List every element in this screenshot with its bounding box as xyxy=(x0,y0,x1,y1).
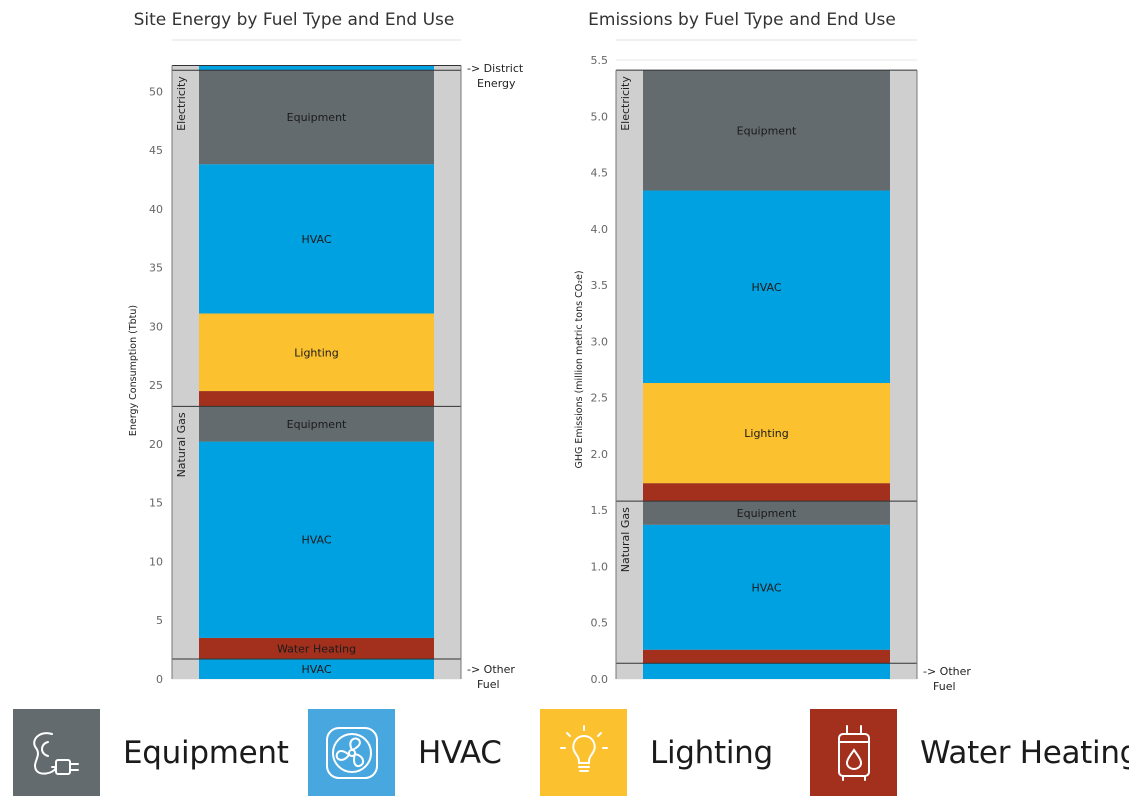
chart2-fuel-label: Electricity xyxy=(619,76,632,131)
chart1-bar-segment xyxy=(199,406,434,442)
chart1-bar-segment xyxy=(199,659,434,679)
chart2-title: Emissions by Fuel Type and End Use xyxy=(588,10,896,30)
legend-item-water-heating: Water Heating xyxy=(810,709,1129,796)
chart1-y-tick-label: 30 xyxy=(149,320,163,333)
legend-swatch-hvac xyxy=(308,709,395,796)
chart2-y-tick-label: 2.0 xyxy=(591,448,609,461)
chart1-bar-segment xyxy=(199,164,434,314)
legend-item-hvac: HVAC xyxy=(308,709,502,796)
chart1-y-axis-label: Energy Consumption (Tbtu) xyxy=(128,305,139,436)
chart2-segment-label: Lighting xyxy=(744,427,788,440)
water-heater-icon xyxy=(837,724,870,781)
chart1-segment-label: HVAC xyxy=(301,663,331,676)
chart1-y-tick-label: 45 xyxy=(149,144,163,157)
chart2-y-tick-label: 1.0 xyxy=(591,560,609,573)
chart1-y-tick-label: 25 xyxy=(149,379,163,392)
chart1-y-tick-label: 40 xyxy=(149,203,163,216)
chart2-bar-segment xyxy=(643,524,890,650)
chart1-title: Site Energy by Fuel Type and End Use xyxy=(134,10,455,30)
chart2-bar-segment xyxy=(643,190,890,384)
chart2-y-tick-label: 2.5 xyxy=(591,392,609,405)
chart1-bar-segment xyxy=(199,441,434,638)
chart1-segment-label: Equipment xyxy=(287,418,347,431)
chart1-fuel-label: Electricity xyxy=(175,76,188,131)
chart1-segment-label: HVAC xyxy=(301,534,331,547)
site-energy-chart: Site Energy by Fuel Type and End Use 0 5 10… xyxy=(128,10,524,691)
chart1-bar-segment xyxy=(199,65,434,71)
chart1-fuel-label: Natural Gas xyxy=(175,412,188,477)
legend-label: Lighting xyxy=(650,734,773,771)
chart2-y-axis-label: GHG Emissions (million metric tons CO₂e) xyxy=(574,270,585,468)
chart1-segment-label: Lighting xyxy=(294,346,338,359)
chart1-side-label: -> Other Fuel xyxy=(467,663,515,691)
chart2-y-tick-label: 4.5 xyxy=(591,167,609,180)
chart1-bar-segment xyxy=(199,313,434,392)
lightbulb-icon xyxy=(559,724,608,772)
chart2-segment-label: Equipment xyxy=(737,507,797,520)
chart1-y-tick-label: 0 xyxy=(156,673,163,686)
legend-item-equipment: Equipment xyxy=(13,709,289,796)
chart1-bar-segment xyxy=(199,391,434,407)
chart1-bar-segment xyxy=(199,70,434,165)
legend-item-lighting: Lighting xyxy=(540,709,773,796)
chart2-bar-segment xyxy=(643,383,890,484)
legend-swatch-lighting xyxy=(540,709,627,796)
chart2-bar-segment xyxy=(643,663,890,679)
chart2-segment-label: HVAC xyxy=(751,581,781,594)
chart1-y-tick-label: 15 xyxy=(149,497,163,510)
chart2-bar-segment xyxy=(643,501,890,525)
chart2-bar-segment xyxy=(643,649,890,664)
chart1-bar-segment xyxy=(199,637,434,660)
fan-icon xyxy=(325,726,378,779)
legend-swatch-equipment xyxy=(13,709,100,796)
chart2-y-tick-label: 1.5 xyxy=(591,504,609,517)
chart1-segment-label: Water Heating xyxy=(277,642,356,655)
plug-icon xyxy=(32,731,79,775)
chart2-segment-label: HVAC xyxy=(751,281,781,294)
chart1-y-tick-label: 35 xyxy=(149,262,163,275)
chart1-y-tick-label: 10 xyxy=(149,555,163,568)
chart1-segment-label: HVAC xyxy=(301,233,331,246)
chart1-y-tick-label: 20 xyxy=(149,438,163,451)
chart2-y-tick-label: 3.5 xyxy=(591,279,609,292)
chart1-segment-label: Equipment xyxy=(287,111,347,124)
chart2-fuel-label: Natural Gas xyxy=(619,507,632,572)
emissions-chart: Emissions by Fuel Type and End Use 0.0 0.5… xyxy=(574,10,971,693)
chart2-side-label: -> Other Fuel xyxy=(923,665,971,693)
legend-label: Water Heating xyxy=(920,734,1129,771)
chart2-y-tick-label: 0.5 xyxy=(591,617,609,630)
legend-swatch-water-heating xyxy=(810,709,897,796)
chart2-y-tick-label: 4.0 xyxy=(591,223,609,236)
chart2-segment-label: Equipment xyxy=(737,124,797,137)
chart1-y-tick-label: 50 xyxy=(149,85,163,98)
chart1-side-label: -> District Energy xyxy=(467,62,524,90)
chart2-bar-segment xyxy=(643,483,890,502)
chart2-y-tick-label: 0.0 xyxy=(591,673,609,686)
chart2-y-tick-label: 5.0 xyxy=(591,110,609,123)
legend-label: Equipment xyxy=(123,734,289,771)
chart1-y-tick-label: 5 xyxy=(156,614,163,627)
chart2-y-tick-label: 5.5 xyxy=(591,54,609,67)
chart2-y-tick-label: 3.0 xyxy=(591,335,609,348)
chart2-bar-segment xyxy=(643,70,890,191)
legend-label: HVAC xyxy=(418,734,502,771)
